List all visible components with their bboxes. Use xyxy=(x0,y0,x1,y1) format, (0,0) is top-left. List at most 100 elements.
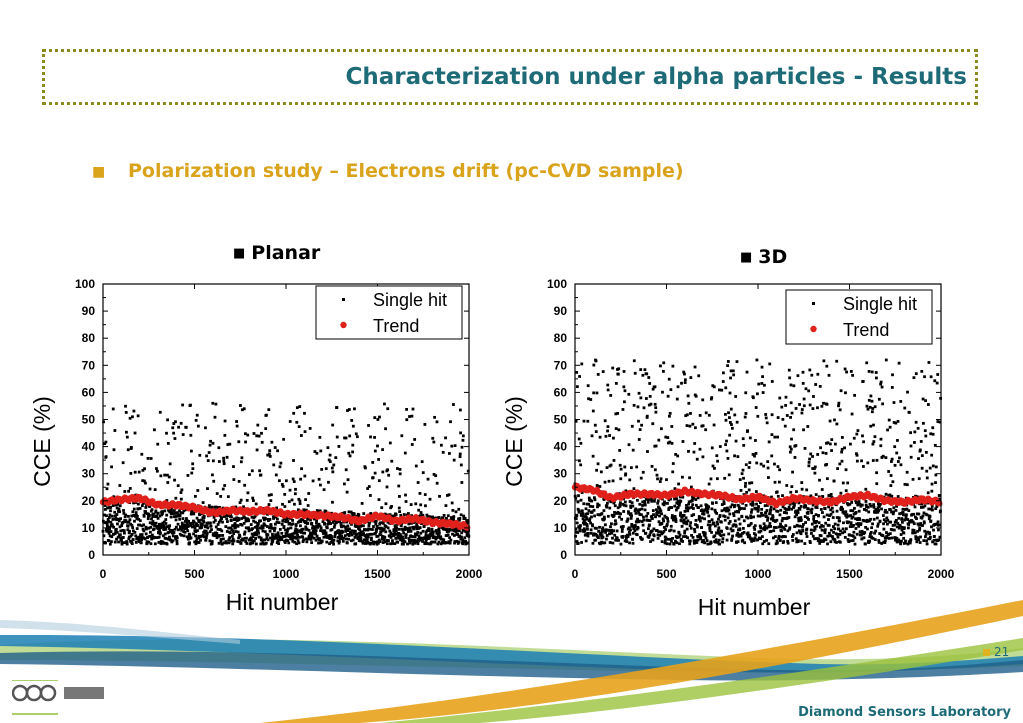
single-hit-point xyxy=(915,540,919,544)
single-hit-point xyxy=(911,520,915,524)
single-hit-point xyxy=(787,505,791,509)
single-hit-point xyxy=(148,514,151,517)
single-hit-point xyxy=(892,421,896,424)
single-hit-point xyxy=(276,449,279,453)
single-hit-point xyxy=(865,518,869,522)
single-hit-point xyxy=(874,529,878,533)
single-hit-point xyxy=(766,516,770,520)
single-hit-point xyxy=(690,533,693,537)
single-hit-point xyxy=(730,539,734,542)
single-hit-point xyxy=(749,537,752,541)
single-hit-point xyxy=(668,414,671,418)
single-hit-point xyxy=(685,527,689,531)
single-hit-point xyxy=(297,535,301,539)
single-hit-point xyxy=(379,533,383,537)
single-hit-point xyxy=(695,541,699,544)
single-hit-point xyxy=(768,522,772,525)
single-hit-point xyxy=(448,528,452,532)
single-hit-point xyxy=(786,516,789,520)
single-hit-point xyxy=(873,435,877,439)
single-hit-point xyxy=(384,427,387,431)
single-hit-point xyxy=(848,533,852,537)
single-hit-point xyxy=(808,403,812,407)
single-hit-point xyxy=(256,423,260,427)
single-hit-point xyxy=(642,529,646,533)
single-hit-point xyxy=(290,498,294,502)
single-hit-point xyxy=(743,541,747,545)
single-hit-point xyxy=(847,540,851,544)
single-hit-point xyxy=(711,384,715,388)
single-hit-point xyxy=(791,538,795,542)
single-hit-point xyxy=(887,418,891,422)
single-hit-point xyxy=(704,428,708,432)
single-hit-point xyxy=(332,463,336,467)
single-hit-point xyxy=(376,444,379,448)
single-hit-point xyxy=(667,498,671,502)
single-hit-point xyxy=(788,450,792,454)
single-hit-point xyxy=(651,387,655,391)
single-hit-point xyxy=(194,494,197,498)
single-hit-point xyxy=(684,414,688,418)
single-hit-point xyxy=(369,538,373,542)
single-hit-point xyxy=(165,431,168,435)
single-hit-point xyxy=(348,527,351,531)
single-hit-point xyxy=(127,520,131,524)
single-hit-point xyxy=(870,370,874,374)
single-hit-point xyxy=(734,510,737,514)
single-hit-point xyxy=(293,540,297,544)
single-hit-point xyxy=(137,470,141,474)
single-hit-point xyxy=(115,506,119,510)
single-hit-point xyxy=(355,532,359,536)
single-hit-point xyxy=(195,413,199,417)
single-hit-point xyxy=(834,442,837,446)
single-hit-point xyxy=(142,501,145,505)
single-hit-point xyxy=(184,524,188,528)
single-hit-point xyxy=(601,370,605,374)
single-hit-point xyxy=(113,429,117,432)
single-hit-point xyxy=(425,542,428,545)
single-hit-point xyxy=(614,519,617,523)
single-hit-point xyxy=(298,405,302,408)
single-hit-point xyxy=(895,540,899,544)
single-hit-point xyxy=(723,518,727,522)
single-hit-point xyxy=(134,540,138,544)
single-hit-point xyxy=(650,529,654,533)
single-hit-point xyxy=(280,536,284,540)
single-hit-point xyxy=(651,509,655,512)
single-hit-point xyxy=(166,441,170,445)
single-hit-point xyxy=(782,535,786,538)
single-hit-point xyxy=(268,529,272,533)
single-hit-point xyxy=(117,519,121,523)
single-hit-point xyxy=(829,493,833,496)
single-hit-point xyxy=(827,505,831,509)
single-hit-point xyxy=(179,527,182,531)
single-hit-point xyxy=(848,525,852,528)
single-hit-point xyxy=(617,512,621,515)
single-hit-point xyxy=(673,504,677,508)
single-hit-point xyxy=(240,456,244,460)
single-hit-point xyxy=(283,539,286,543)
single-hit-point xyxy=(339,521,343,525)
single-hit-point xyxy=(917,477,921,481)
single-hit-point xyxy=(872,505,876,509)
single-hit-point xyxy=(851,539,855,542)
single-hit-point xyxy=(345,490,349,494)
single-hit-point xyxy=(136,507,140,511)
single-hit-point xyxy=(866,505,870,509)
single-hit-point xyxy=(815,506,819,510)
single-hit-point xyxy=(584,539,588,543)
single-hit-point xyxy=(929,375,933,379)
single-hit-point xyxy=(875,458,879,462)
single-hit-point xyxy=(359,524,363,527)
single-hit-point xyxy=(643,500,646,503)
single-hit-point xyxy=(295,420,299,424)
single-hit-point xyxy=(166,481,170,484)
single-hit-point xyxy=(933,523,937,527)
single-hit-point xyxy=(734,524,738,528)
single-hit-point xyxy=(643,508,647,512)
single-hit-point xyxy=(745,370,749,374)
single-hit-point xyxy=(650,499,654,503)
single-hit-point xyxy=(187,519,191,523)
single-hit-point xyxy=(228,442,232,446)
single-hit-point xyxy=(750,510,753,514)
